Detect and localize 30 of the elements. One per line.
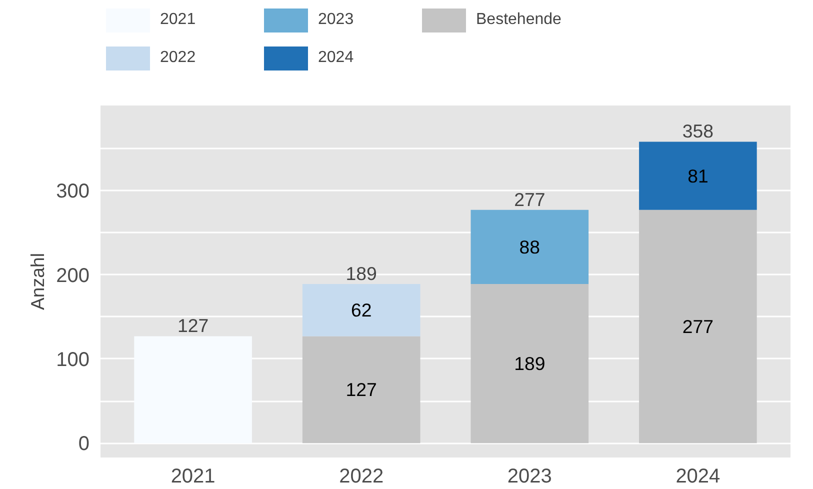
y-tick-label: 200 (56, 264, 90, 287)
y-tick-label: 100 (56, 348, 90, 371)
total-label: 127 (177, 315, 209, 336)
total-label: 277 (514, 188, 546, 210)
x-tick-label: 2024 (676, 466, 720, 488)
y-tick-label: 0 (78, 433, 90, 456)
data-label: 127 (346, 379, 377, 400)
bar (302, 284, 420, 336)
y-axis-title: Anzahl (27, 252, 48, 310)
legend-label: 2024 (318, 49, 355, 67)
bar (639, 210, 757, 444)
bar (470, 284, 589, 444)
total-label: 189 (346, 263, 377, 284)
data-label: 277 (682, 316, 714, 338)
total-label: 358 (682, 120, 714, 142)
bar (302, 336, 420, 444)
data-label: 62 (350, 300, 372, 321)
x-tick-label: 2022 (339, 466, 384, 488)
bar (470, 210, 589, 284)
legend-label: Bestehende (476, 11, 562, 29)
x-tick-label: 2023 (507, 466, 552, 488)
data-label: 189 (514, 353, 546, 374)
data-label: 81 (688, 165, 708, 186)
legend-label: 2022 (160, 49, 197, 67)
x-tick-label: 2021 (170, 466, 216, 488)
legend-label: 2021 (160, 11, 197, 29)
legend-label: 2023 (318, 11, 355, 29)
y-tick-label: 300 (56, 180, 90, 203)
bar (639, 142, 757, 210)
data-label: 88 (519, 236, 540, 258)
